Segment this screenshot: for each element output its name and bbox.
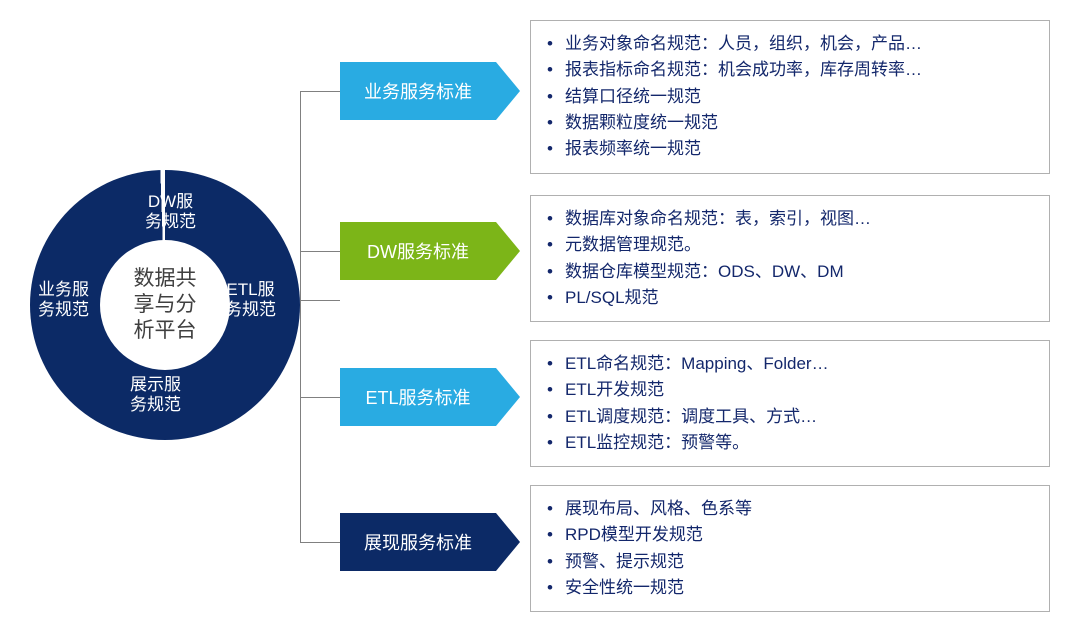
arrow-dw-label: DW服务标准 (340, 222, 496, 280)
arrow-dw: DW服务标准 (340, 222, 520, 280)
detail-box-disp: 展现布局、风格、色系等RPD模型开发规范预警、提示规范安全性统一规范 (530, 485, 1050, 612)
arrow-etl-label: ETL服务标准 (340, 368, 496, 426)
detail-item: 数据库对象命名规范：表，索引，视图… (545, 206, 1035, 232)
donut-seg-disp-label: 展示服 务规范 (130, 375, 181, 416)
detail-item: 数据颗粒度统一规范 (545, 110, 1035, 136)
detail-item: ETL监控规范：预警等。 (545, 430, 1035, 456)
detail-item: 报表指标命名规范：机会成功率，库存周转率… (545, 57, 1035, 83)
arrow-biz: 业务服务标准 (340, 62, 520, 120)
detail-item: 元数据管理规范。 (545, 232, 1035, 258)
arrow-disp: 展现服务标准 (340, 513, 520, 571)
arrow-etl: ETL服务标准 (340, 368, 520, 426)
connector-line (300, 542, 340, 543)
arrow-head-icon (496, 513, 520, 571)
detail-item: 业务对象命名规范：人员，组织，机会，产品… (545, 31, 1035, 57)
detail-list: ETL命名规范：Mapping、Folder…ETL开发规范ETL调度规范：调度… (545, 351, 1035, 456)
detail-box-biz: 业务对象命名规范：人员，组织，机会，产品…报表指标命名规范：机会成功率，库存周转… (530, 20, 1050, 174)
detail-box-etl: ETL命名规范：Mapping、Folder…ETL开发规范ETL调度规范：调度… (530, 340, 1050, 467)
detail-list: 业务对象命名规范：人员，组织，机会，产品…报表指标命名规范：机会成功率，库存周转… (545, 31, 1035, 163)
connector-line (300, 300, 340, 301)
donut-chart: 数据共 享与分 析平台 DW服 务规范 ETL服 务规范展示服 务规范 业务服 务规范 (30, 170, 300, 440)
donut-seg-dw-label: DW服 务规范 (145, 192, 196, 233)
detail-list: 数据库对象命名规范：表，索引，视图…元数据管理规范。数据仓库模型规范：ODS、D… (545, 206, 1035, 311)
connector-line (300, 251, 340, 252)
detail-item: 数据仓库模型规范：ODS、DW、DM (545, 259, 1035, 285)
detail-box-dw: 数据库对象命名规范：表，索引，视图…元数据管理规范。数据仓库模型规范：ODS、D… (530, 195, 1050, 322)
diagram-stage: 数据共 享与分 析平台 DW服 务规范 ETL服 务规范展示服 务规范 业务服 务规范… (0, 0, 1080, 620)
detail-item: PL/SQL规范 (545, 285, 1035, 311)
detail-item: 预警、提示规范 (545, 549, 1035, 575)
detail-item: ETL调度规范：调度工具、方式… (545, 404, 1035, 430)
arrow-biz-label: 业务服务标准 (340, 62, 496, 120)
detail-item: ETL开发规范 (545, 377, 1035, 403)
connector-line (300, 91, 301, 543)
arrow-disp-label: 展现服务标准 (340, 513, 496, 571)
detail-item: 结算口径统一规范 (545, 84, 1035, 110)
detail-item: 安全性统一规范 (545, 575, 1035, 601)
detail-list: 展现布局、风格、色系等RPD模型开发规范预警、提示规范安全性统一规范 (545, 496, 1035, 601)
arrow-head-icon (496, 222, 520, 280)
connector-line (300, 91, 340, 92)
detail-item: ETL命名规范：Mapping、Folder… (545, 351, 1035, 377)
donut-center-label: 数据共 享与分 析平台 (100, 240, 230, 370)
connector-line (300, 397, 340, 398)
detail-item: RPD模型开发规范 (545, 522, 1035, 548)
donut-seg-biz-label: 业务服 务规范 (38, 280, 89, 321)
detail-item: 展现布局、风格、色系等 (545, 496, 1035, 522)
arrow-head-icon (496, 62, 520, 120)
arrow-head-icon (496, 368, 520, 426)
donut-seg-etl-label: ETL服 务规范 (225, 280, 276, 321)
detail-item: 报表频率统一规范 (545, 136, 1035, 162)
